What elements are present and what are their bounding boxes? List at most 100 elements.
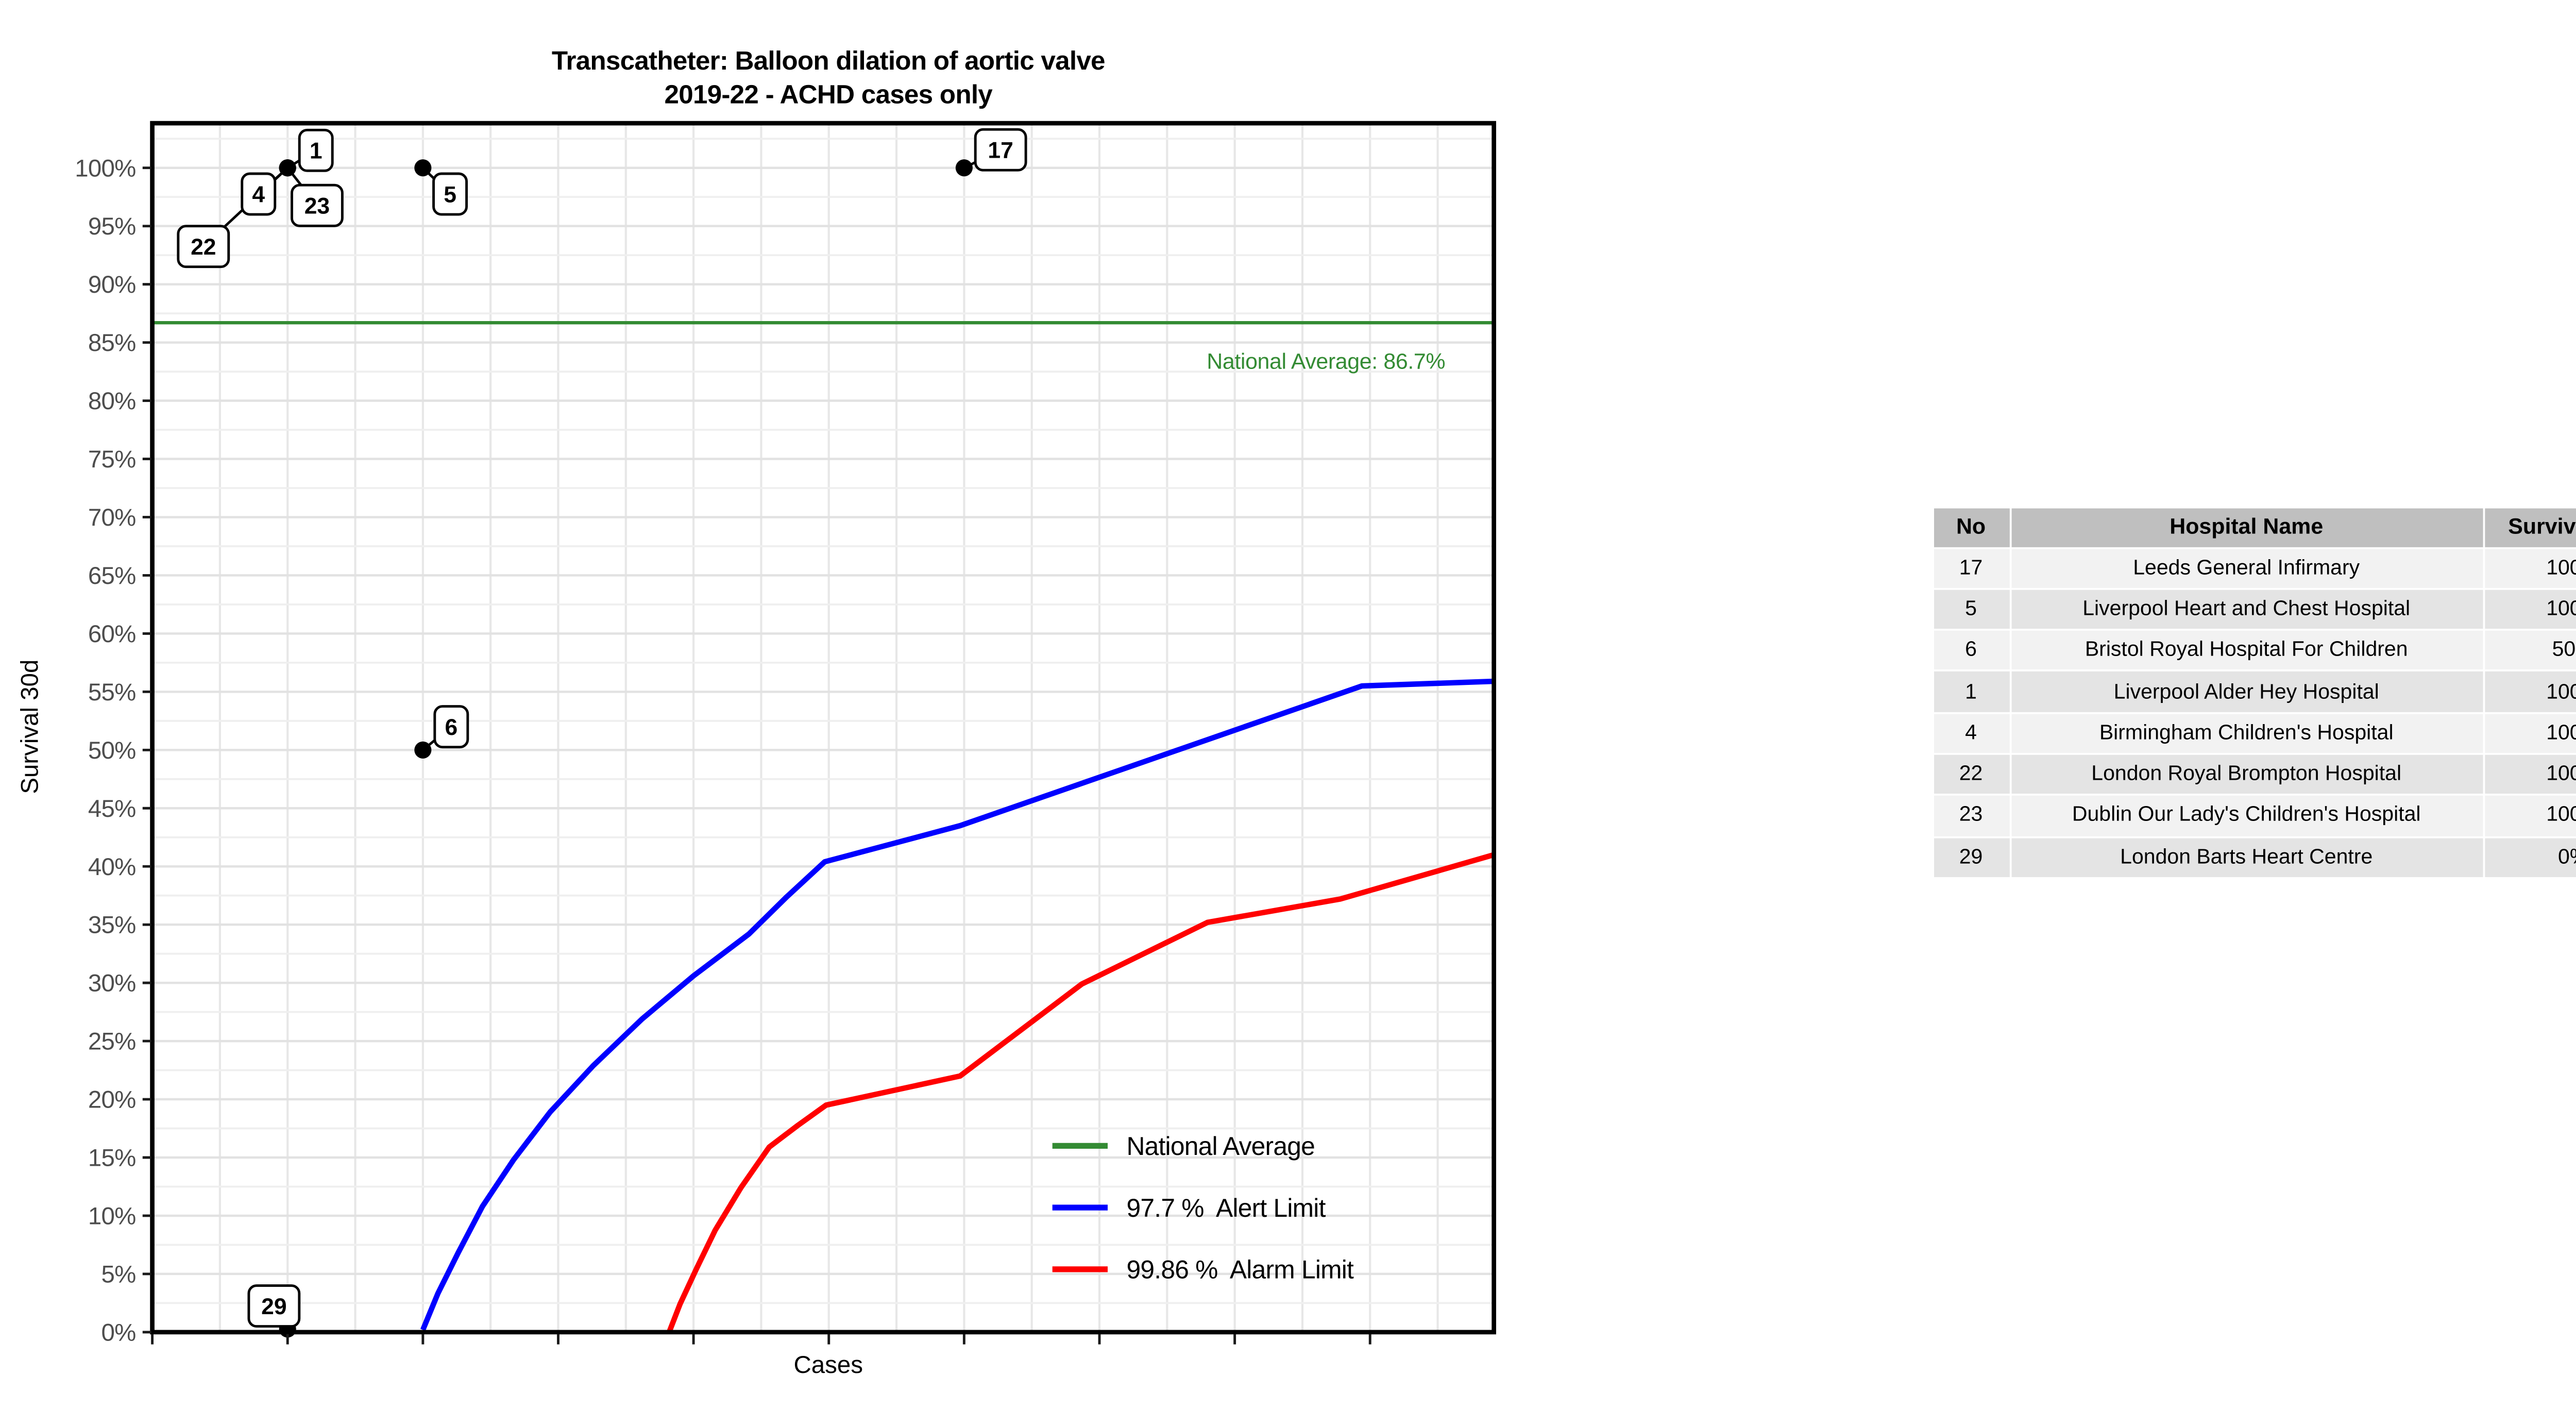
cell-survival: 100% [2484,548,2576,588]
table-header-hospital-name: Hospital Name [2010,508,2482,546]
y-tick-label: 0% [101,1319,136,1346]
cell-hospital-name: Dublin Our Lady's Children's Hospital [2010,796,2482,836]
cell-survival: 100% [2484,672,2576,712]
point-label-23: 23 [291,183,344,227]
cell-hospital-name: Birmingham Children's Hospital [2010,713,2482,753]
point-label-text: 22 [191,234,216,260]
y-tick-label: 40% [88,853,136,881]
y-tick-label: 15% [88,1145,136,1172]
point-label-box [177,225,230,269]
cell-hospital-name: London Royal Brompton Hospital [2010,754,2482,795]
cell-no: 5 [1933,589,2009,629]
y-tick-label: 30% [88,970,136,997]
y-tick-label: 80% [88,388,136,415]
point-label-text: 29 [261,1294,286,1319]
cell-no: 1 [1933,672,2009,712]
y-tick-label: 5% [101,1261,136,1288]
cell-no: 4 [1933,713,2009,753]
alarm-limit-line [666,852,1495,1333]
gridlines [152,123,1494,1334]
cell-survival: 50% [2484,631,2576,670]
legend-entry-national-average: National Average [1052,1132,1315,1161]
table-header-no: No [1933,508,2009,546]
point-label-box [298,128,334,172]
table-row-hospital-23: 23 Dublin Our Lady's Children's Hospital 1… [1933,796,2576,836]
y-tick-label: 10% [88,1203,136,1230]
y-tick-label: 70% [88,504,136,531]
y-tick-label: 50% [88,737,136,764]
legend-entry-97-7-alert-limit: 97.7 % Alert Limit [1052,1194,1326,1222]
cell-no: 6 [1933,631,2009,670]
point-label-box [291,183,344,227]
point-label-29: 29 [247,1284,301,1328]
cell-survival: 0% [2484,837,2576,877]
y-axis-title: Survival 30d [16,660,43,794]
cell-hospital-name: Bristol Royal Hospital For Children [2010,631,2482,670]
point-label-1: 1 [298,128,334,172]
y-axis-tick-labels: 0% 5% 10% 15% 20% 25% 30% 35% 40% 45% 50% 55% 60% 65%… [75,155,136,1346]
legend-label: 99.86 % Alarm Limit [1127,1255,1354,1284]
point-label-text: 4 [252,182,265,207]
point-label-text: 23 [304,194,330,219]
chart-title-line2: 2019-22 - ACHD cases only [665,79,993,109]
cell-no: 23 [1933,796,2009,836]
legend-entry-99-86-alarm-limit: 99.86 % Alarm Limit [1052,1255,1354,1284]
y-tick-label: 65% [88,562,136,590]
point-label-box [432,172,468,216]
point-label-5: 5 [432,172,468,216]
y-tick-label: 20% [88,1086,136,1114]
x-axis-title: Cases [794,1351,863,1379]
y-tick-label: 100% [75,155,135,182]
point-label-text: 17 [988,138,1013,163]
table-header-survival-30d: Survival 30d [2484,508,2576,546]
national-average-annotation: National Average: 86.7% [1207,349,1445,374]
cell-hospital-name: Liverpool Alder Hey Hospital [2010,672,2482,712]
y-tick-label: 75% [88,446,136,473]
point-label-text: 1 [310,139,323,164]
chart-title-line1: Transcatheter: Balloon dilation of aorti… [552,46,1105,75]
point-label-22: 22 [177,225,230,269]
point-label-box [433,705,469,749]
cell-survival: 100% [2484,713,2576,753]
survival-funnel-chart: 0% 5% 10% 15% 20% 25% 30% 35% 40% 45% 50% 55% 60% 65%… [16,46,1496,1379]
legend-label: 97.7 % Alert Limit [1127,1194,1326,1222]
y-tick-label: 45% [88,795,136,823]
y-tick-label: 55% [88,679,136,706]
legend-label: National Average [1127,1132,1315,1161]
chart-legend: National Average 97.7 % Alert Limit 99.86 … [1052,1132,1354,1284]
point-label-box [241,172,277,216]
y-tick-label: 35% [88,912,136,939]
y-tick-label: 60% [88,620,136,648]
cell-no: 29 [1933,837,2009,877]
point-label-box [974,128,1027,172]
cell-hospital-name: Liverpool Heart and Chest Hospital [2010,589,2482,629]
cell-survival: 100% [2484,754,2576,795]
point-label-text: 6 [445,715,457,740]
cell-hospital-name: London Barts Heart Centre [2010,837,2482,877]
cell-hospital-name: Leeds General Infirmary [2010,548,2482,588]
point-label-text: 5 [444,182,456,207]
y-tick-label: 90% [88,271,136,298]
point-label-17: 17 [974,128,1027,172]
point-label-4: 4 [241,172,277,216]
point-labels: 1 4 22 23 5 6 17 29 [177,128,1027,1333]
cell-survival: 100% [2484,796,2576,836]
alert-limit-line [420,678,1494,1331]
y-tick-label: 95% [88,213,136,240]
y-tick-label: 85% [88,329,136,357]
plot-frame [142,121,1496,1345]
cell-no: 17 [1933,548,2009,588]
cell-survival: 100% [2484,589,2576,629]
point-label-6: 6 [433,705,469,749]
